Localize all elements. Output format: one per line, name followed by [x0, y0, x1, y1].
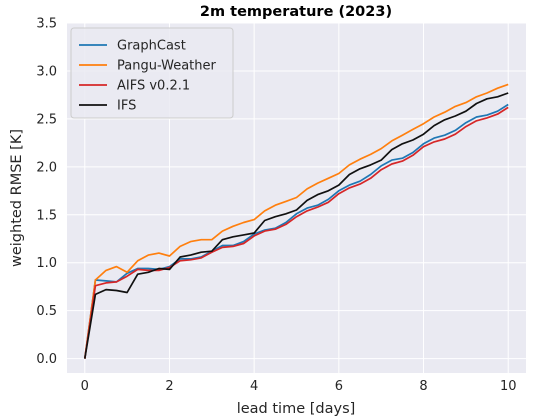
legend-label-ifs: IFS	[117, 99, 136, 114]
legend-label-aifs-v0-2-1: AIFS v0.2.1	[117, 79, 190, 94]
y-tick-label: 2.5	[36, 112, 57, 127]
y-tick-label: 3.5	[36, 17, 57, 32]
legend-entries: GraphCast Pangu-Weather AIFS v0.2.1 IFS	[79, 39, 217, 114]
tick-labels: 0 2 4 6 8 10 0.0 0.5 1.0 1.5 2.0 2.5 3.0 3.5	[36, 17, 516, 395]
chart-title: 2m temperature (2023)	[200, 4, 392, 20]
y-tick-label: 0.0	[36, 352, 57, 367]
series-line-ifs	[83, 92, 509, 359]
legend: GraphCast Pangu-Weather AIFS v0.2.1 IFS	[70, 27, 234, 119]
x-axis-title: lead time [days]	[237, 401, 356, 417]
y-axis-title: weighted RMSE [K]	[9, 129, 25, 267]
x-tick-label: 8	[419, 379, 427, 394]
y-tick-label: 0.5	[36, 304, 57, 319]
x-tick-label: 4	[250, 379, 258, 394]
series-line-pangu-weather	[83, 83, 509, 359]
x-tick-label: 2	[165, 379, 173, 394]
legend-label-graphcast: GraphCast	[117, 39, 186, 54]
y-tick-label: 1.5	[36, 208, 57, 223]
legend-label-pangu-weather: Pangu-Weather	[117, 59, 217, 74]
x-tick-label: 10	[500, 379, 517, 394]
y-tick-label: 1.0	[36, 256, 57, 271]
legend-box	[70, 27, 234, 119]
series-lines	[83, 83, 509, 359]
y-tick-label: 3.0	[36, 64, 57, 79]
y-tick-label: 2.0	[36, 160, 57, 175]
x-tick-label: 0	[81, 379, 89, 394]
x-tick-label: 6	[335, 379, 343, 394]
